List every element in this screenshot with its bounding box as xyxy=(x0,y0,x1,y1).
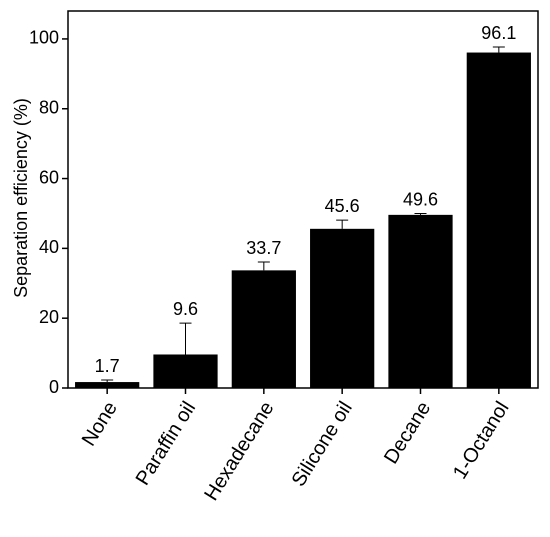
error-bar xyxy=(492,46,505,53)
bar xyxy=(75,382,140,388)
y-tick-label: 60 xyxy=(39,167,59,187)
bar xyxy=(231,270,296,388)
data-label: 45.6 xyxy=(325,196,360,216)
error-bar xyxy=(179,322,192,355)
data-label: 96.1 xyxy=(481,23,516,43)
plot-frame xyxy=(67,10,539,389)
bar xyxy=(388,214,453,388)
x-tick-label: Hexadecane xyxy=(200,398,278,505)
data-label: 49.6 xyxy=(403,189,438,209)
error-bar xyxy=(336,219,349,229)
bar xyxy=(310,228,375,388)
data-label: 33.7 xyxy=(246,238,281,258)
x-tick-label: Decane xyxy=(380,398,435,468)
bar xyxy=(153,354,218,388)
error-bar xyxy=(414,212,427,215)
x-tick-label: None xyxy=(78,398,122,450)
data-label: 1.7 xyxy=(95,356,120,376)
x-tick-label: Silicone oil xyxy=(288,398,357,491)
data-label: 9.6 xyxy=(173,299,198,319)
y-tick-label: 100 xyxy=(29,28,59,48)
y-tick-label: 0 xyxy=(49,377,59,397)
x-tick-label: Paraffin oil xyxy=(132,398,201,489)
bar xyxy=(466,52,531,388)
error-bar xyxy=(101,379,114,383)
x-tick-label: 1-Octanol xyxy=(449,398,514,483)
y-axis-label: Separation efficiency (%) xyxy=(11,98,31,298)
y-tick-label: 20 xyxy=(39,307,59,327)
error-bar xyxy=(257,261,270,271)
y-tick-label: 40 xyxy=(39,237,59,257)
y-tick-label: 80 xyxy=(39,97,59,117)
